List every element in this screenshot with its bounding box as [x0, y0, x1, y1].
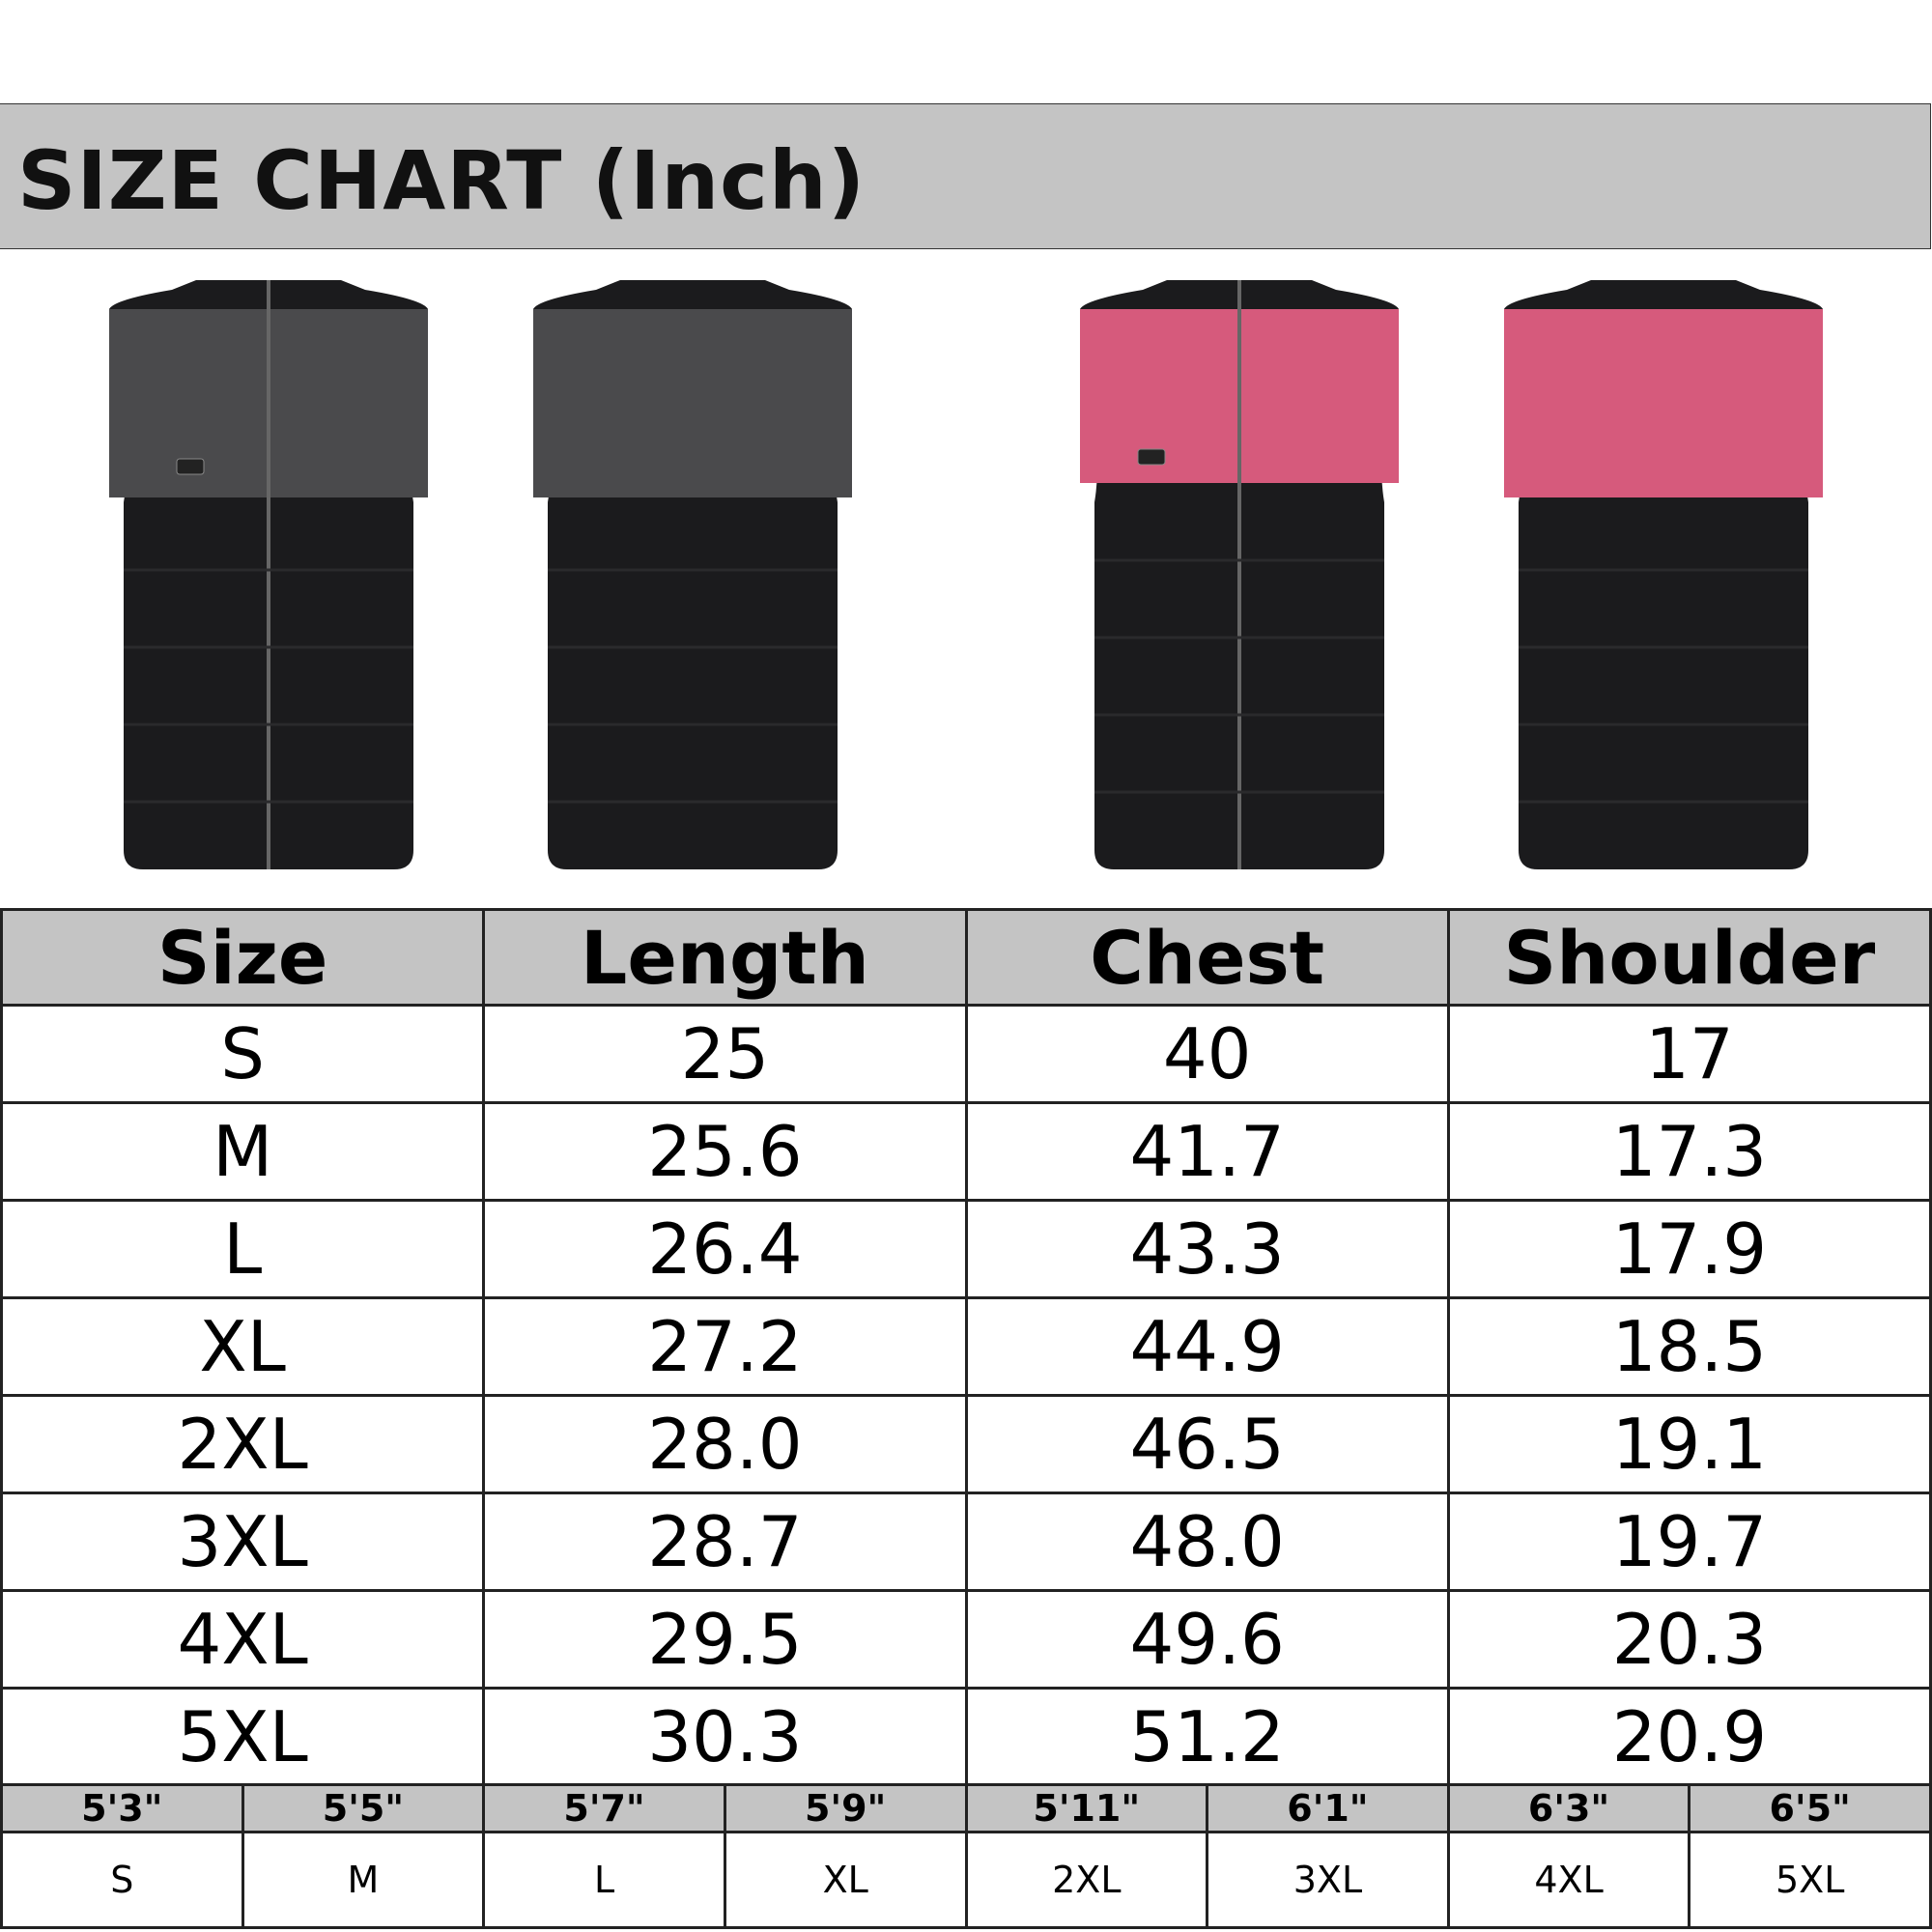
height-cell: 6'5": [1688, 1783, 1932, 1833]
table-row: 3XL 28.7 48.0 19.7: [0, 1492, 1932, 1592]
cell-chest: 49.6: [964, 1589, 1450, 1690]
mens-vest-front-image: [109, 280, 428, 869]
height-cell: 5'9": [723, 1783, 968, 1833]
cell-size: XL: [0, 1296, 486, 1397]
height-cell: 5'7": [482, 1783, 726, 1833]
header-size: Size: [0, 908, 486, 1007]
cell-chest: 51.2: [964, 1687, 1450, 1787]
cell-size: 2XL: [0, 1394, 486, 1494]
cell-length: 28.0: [482, 1394, 968, 1494]
height-cell: 5'5": [241, 1783, 486, 1833]
size-table: Size Length Chest Shoulder S 25 40 17 M 25.6 4…: [0, 908, 1932, 1787]
height-cell: 6'3": [1446, 1783, 1691, 1833]
recommended-size-cell: 4XL: [1446, 1831, 1691, 1929]
womens-vest-back-image: [1504, 280, 1823, 869]
title-bar: SIZE CHART (Inch): [0, 103, 1931, 249]
recommended-size-cell: 2XL: [964, 1831, 1209, 1929]
recommended-size-cell: 3XL: [1206, 1831, 1450, 1929]
cell-length: 27.2: [482, 1296, 968, 1397]
cell-chest: 44.9: [964, 1296, 1450, 1397]
table-row: S 25 40 17: [0, 1004, 1932, 1104]
recommended-size-cell: M: [241, 1831, 486, 1929]
cell-shoulder: 19.1: [1446, 1394, 1932, 1494]
cell-shoulder: 17.3: [1446, 1101, 1932, 1202]
cell-shoulder: 18.5: [1446, 1296, 1932, 1397]
recommended-size-cell: S: [0, 1831, 244, 1929]
mens-vest-back-image: [533, 280, 852, 869]
header-length: Length: [482, 908, 968, 1007]
cell-length: 28.7: [482, 1492, 968, 1592]
height-cell: 5'3": [0, 1783, 244, 1833]
size-row: S M L XL 2XL 3XL 4XL 5XL: [0, 1831, 1932, 1929]
cell-length: 30.3: [482, 1687, 968, 1787]
cell-length: 25: [482, 1004, 968, 1104]
table-row: 4XL 29.5 49.6 20.3: [0, 1589, 1932, 1690]
table-row: L 26.4 43.3 17.9: [0, 1199, 1932, 1299]
cell-chest: 46.5: [964, 1394, 1450, 1494]
cell-length: 29.5: [482, 1589, 968, 1690]
page-title: SIZE CHART (Inch): [17, 133, 867, 228]
table-row: XL 27.2 44.9 18.5: [0, 1296, 1932, 1397]
height-cell: 5'11": [964, 1783, 1209, 1833]
table-row: 2XL 28.0 46.5 19.1: [0, 1394, 1932, 1494]
cell-size: L: [0, 1199, 486, 1299]
cell-size: 4XL: [0, 1589, 486, 1690]
height-row: 5'3" 5'5" 5'7" 5'9" 5'11" 6'1" 6'3" 6'5": [0, 1783, 1932, 1833]
cell-chest: 48.0: [964, 1492, 1450, 1592]
table-header-row: Size Length Chest Shoulder: [0, 908, 1932, 1007]
cell-shoulder: 19.7: [1446, 1492, 1932, 1592]
cell-chest: 40: [964, 1004, 1450, 1104]
cell-chest: 41.7: [964, 1101, 1450, 1202]
header-chest: Chest: [964, 908, 1450, 1007]
cell-size: 5XL: [0, 1687, 486, 1787]
cell-shoulder: 20.9: [1446, 1687, 1932, 1787]
vest-images: [109, 280, 1823, 869]
cell-length: 25.6: [482, 1101, 968, 1202]
recommended-size-cell: XL: [723, 1831, 968, 1929]
table-row: 5XL 30.3 51.2 20.9: [0, 1687, 1932, 1787]
cell-chest: 43.3: [964, 1199, 1450, 1299]
cell-length: 26.4: [482, 1199, 968, 1299]
cell-shoulder: 17.9: [1446, 1199, 1932, 1299]
recommended-size-cell: 5XL: [1688, 1831, 1932, 1929]
womens-vest-front-image: [1080, 280, 1399, 869]
header-shoulder: Shoulder: [1446, 908, 1932, 1007]
cell-size: S: [0, 1004, 486, 1104]
height-cell: 6'1": [1206, 1783, 1450, 1833]
cell-size: M: [0, 1101, 486, 1202]
table-row: M 25.6 41.7 17.3: [0, 1101, 1932, 1202]
recommended-size-cell: L: [482, 1831, 726, 1929]
cell-shoulder: 20.3: [1446, 1589, 1932, 1690]
cell-shoulder: 17: [1446, 1004, 1932, 1104]
cell-size: 3XL: [0, 1492, 486, 1592]
height-guide-table: 5'3" 5'5" 5'7" 5'9" 5'11" 6'1" 6'3" 6'5" S M L XL 2…: [0, 1783, 1932, 1929]
